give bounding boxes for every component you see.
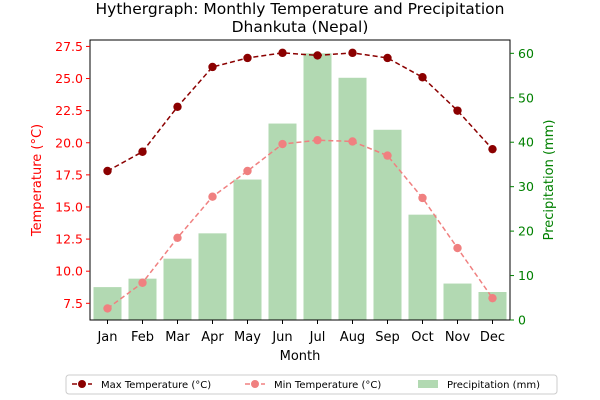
precip-bar-jan [93, 287, 122, 320]
min-temp-point-feb [138, 278, 147, 287]
max-temp-point-sep [383, 53, 392, 63]
max-temp-point-mar [173, 102, 182, 111]
precip-bar-nov [443, 283, 472, 320]
chart-subtitle: Dhankuta (Nepal) [232, 18, 369, 36]
right-tick-label: 20 [518, 224, 534, 239]
right-tick-label: 60 [518, 46, 534, 61]
precip-bar-may [233, 179, 262, 320]
x-tick-label-jul: Jul [309, 330, 326, 345]
min-temp-point-mar [173, 233, 182, 242]
precip-bar-oct [408, 214, 437, 320]
left-tick-label: 12.5 [55, 232, 83, 247]
min-temp-point-jul [313, 135, 322, 145]
left-tick-label: 7.5 [63, 296, 83, 311]
left-tick-label: 17.5 [55, 167, 83, 182]
x-tick-label-dec: Dec [480, 330, 505, 345]
legend-label-1: Min Temperature (°C) [274, 380, 381, 391]
right-axis-ticks: 0 10 20 30 40 50 60 [510, 46, 534, 328]
legend-frame [65, 374, 558, 395]
temperature-lines [103, 48, 497, 313]
plot-frame [89, 39, 511, 321]
legend-swatch-2 [418, 380, 438, 388]
left-axis-ticks: 7.5 10.0 12.5 15.0 17.5 20.0 22.5 25.0 27.5 [55, 39, 90, 311]
x-tick-label-jun: Jun [271, 330, 292, 345]
x-tick-label-oct: Oct [411, 330, 433, 345]
chart-title: Hythergraph: Monthly Temperature and Pre… [96, 0, 505, 18]
min-temp-point-aug [348, 137, 357, 146]
legend-marker-1 [251, 380, 259, 388]
max-temp-point-feb [138, 147, 147, 156]
precip-bar-jul [303, 53, 332, 320]
right-tick-label: 0 [518, 313, 526, 328]
legend-label-2: Precipitation (mm) [447, 380, 540, 391]
left-tick-label: 25.0 [55, 71, 83, 86]
x-tick-label-nov: Nov [445, 330, 471, 345]
left-tick-label: 22.5 [55, 103, 83, 118]
right-tick-label: 50 [518, 90, 534, 105]
left-tick-label: 27.5 [55, 39, 83, 54]
x-tick-label-may: May [234, 330, 261, 345]
min-temp-point-oct [418, 193, 427, 203]
max-temp-point-jul [313, 51, 322, 60]
max-temp-point-may [243, 53, 252, 63]
precip-bar-apr [198, 233, 227, 320]
min-temp-point-dec [488, 293, 497, 303]
max-temp-point-dec [488, 144, 497, 154]
x-tick-label-apr: Apr [201, 330, 224, 345]
max-temp-point-nov [453, 106, 462, 115]
left-tick-label: 10.0 [55, 264, 83, 279]
right-tick-label: 10 [518, 268, 534, 283]
x-tick-label-mar: Mar [165, 330, 190, 345]
left-tick-label: 15.0 [55, 199, 83, 214]
x-axis-label: Month [280, 349, 321, 364]
left-tick-label: 20.0 [55, 135, 83, 150]
max-temp-point-jun [278, 48, 287, 58]
min-temp-point-sep [383, 151, 392, 160]
legend-label-0: Max Temperature (°C) [101, 380, 211, 391]
legend-marker-0 [78, 380, 86, 388]
precip-bar-mar [163, 258, 192, 320]
x-tick-label-aug: Aug [340, 330, 365, 345]
max-temp-line [107, 52, 494, 172]
min-temp-point-nov [453, 243, 462, 253]
x-tick-label-jan: Jan [96, 330, 117, 345]
min-temp-point-may [243, 166, 252, 176]
max-temp-point-jan [103, 166, 112, 176]
x-tick-label-sep: Sep [375, 330, 400, 345]
right-tick-label: 40 [518, 135, 534, 150]
min-temp-point-apr [208, 192, 217, 201]
precip-bar-jun [268, 123, 297, 320]
min-temp-point-jan [103, 304, 112, 313]
precip-bar-aug [338, 77, 367, 321]
max-temp-point-oct [418, 73, 427, 82]
right-axis-label: Precipitation (mm) [542, 120, 557, 241]
min-temp-point-jun [278, 139, 287, 149]
legend: Max Temperature (°C) Min Temperature (°C)… [65, 374, 558, 395]
precipitation-bars [93, 53, 507, 321]
x-tick-label-feb: Feb [131, 330, 154, 345]
precip-bar-sep [373, 129, 402, 320]
max-temp-point-aug [348, 48, 357, 58]
x-axis-ticks: Jan Feb Mar Apr May Jun Jul Aug Sep Oct Nov Dec [96, 320, 505, 345]
min-temp-line [107, 139, 494, 310]
max-temp-point-apr [208, 62, 217, 72]
right-tick-label: 30 [518, 179, 534, 194]
left-axis-label: Temperature (°C) [30, 124, 45, 237]
